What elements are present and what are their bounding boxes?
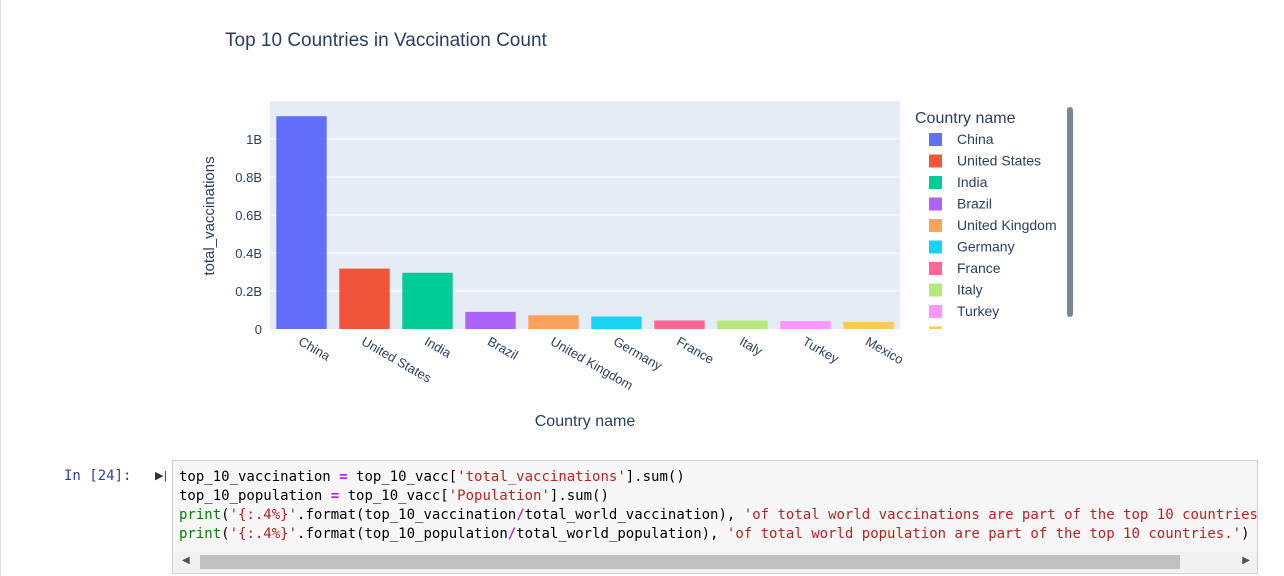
x-tick-label: Germany — [611, 334, 665, 374]
x-tick-label: Turkey — [800, 334, 842, 367]
legend-label: China — [957, 131, 994, 147]
bar-mexico[interactable] — [843, 321, 894, 329]
y-tick-label: 0.2B — [235, 284, 262, 299]
bar-united-kingdom[interactable] — [528, 315, 579, 329]
legend-item[interactable]: France — [929, 260, 1001, 276]
legend-label: Italy — [957, 282, 983, 298]
legend-label: France — [957, 260, 1001, 276]
run-cell-icon[interactable]: ▶| — [155, 469, 168, 482]
legend-label: United States — [957, 153, 1041, 169]
scrollbar-thumb[interactable] — [200, 555, 1180, 569]
code-cell[interactable]: top_10_vaccination = top_10_vacc['total_… — [172, 460, 1258, 574]
code-editor[interactable]: top_10_vaccination = top_10_vacc['total_… — [179, 469, 1258, 542]
legend-item[interactable]: Turkey — [929, 303, 999, 319]
bar-india[interactable] — [402, 272, 453, 329]
legend-item[interactable]: Brazil — [929, 196, 992, 212]
bar-chart: Top 10 Countries in Vaccination Count 0 0… — [201, 30, 1057, 430]
legend-swatch — [929, 176, 942, 189]
x-tick-label: Mexico — [863, 334, 906, 368]
bar-germany[interactable] — [591, 316, 642, 329]
notebook-left-border — [0, 0, 1, 576]
y-tick-label: 0.6B — [235, 208, 262, 223]
bar-china[interactable] — [276, 116, 327, 329]
legend-label: Germany — [957, 239, 1015, 255]
legend-swatch — [929, 219, 942, 232]
legend-swatch — [929, 240, 942, 254]
cell-prompt: In [24]: — [64, 468, 132, 484]
y-tick-label: 0.4B — [235, 246, 262, 261]
legend-scrollbar[interactable] — [1067, 107, 1073, 317]
legend-label: Turkey — [957, 303, 999, 319]
scroll-left-icon[interactable]: ◀ — [182, 555, 190, 566]
legend-label: United Kingdom — [957, 217, 1057, 233]
legend-item[interactable]: China — [929, 131, 994, 147]
x-tick-label: Brazil — [485, 334, 521, 363]
bar-brazil[interactable] — [465, 311, 516, 329]
legend: Country name China United States India Braz… — [915, 110, 1057, 329]
legend-swatch — [929, 326, 942, 329]
bar-turkey[interactable] — [780, 321, 831, 329]
legend-swatch — [929, 262, 942, 275]
legend-label: Brazil — [957, 196, 992, 212]
x-tick-label: France — [674, 334, 717, 367]
legend-swatch — [929, 133, 942, 146]
legend-item[interactable] — [929, 326, 942, 330]
legend-swatch — [929, 283, 942, 297]
y-tick-label: 0 — [255, 322, 262, 337]
bar-italy[interactable] — [717, 320, 768, 329]
horizontal-scrollbar[interactable]: ◀ ▶ — [174, 552, 1257, 572]
x-tick-label: India — [422, 334, 455, 361]
y-axis-label: total_vaccinations — [201, 156, 218, 275]
legend-swatch — [929, 305, 942, 318]
legend-swatch — [929, 197, 942, 211]
legend-item[interactable]: Italy — [929, 282, 983, 298]
x-axis-label: Country name — [535, 413, 636, 430]
legend-item[interactable]: United Kingdom — [929, 217, 1057, 233]
legend-title: Country name — [915, 110, 1016, 127]
chart-title: Top 10 Countries in Vaccination Count — [225, 30, 548, 51]
bar-france[interactable] — [654, 320, 705, 329]
legend-item[interactable]: United States — [929, 153, 1041, 169]
legend-item[interactable]: Germany — [929, 239, 1015, 255]
y-tick-label: 1B — [246, 132, 262, 147]
x-tick-label: United States — [359, 334, 435, 386]
legend-item[interactable]: India — [929, 174, 988, 190]
scroll-right-icon[interactable]: ▶ — [1242, 555, 1250, 566]
x-tick-label: China — [296, 334, 334, 364]
y-tick-label: 0.8B — [235, 170, 262, 185]
legend-swatch — [929, 154, 942, 168]
legend-label: India — [957, 174, 988, 190]
x-tick-label: Italy — [737, 334, 766, 359]
bar-united-states[interactable] — [339, 268, 390, 329]
